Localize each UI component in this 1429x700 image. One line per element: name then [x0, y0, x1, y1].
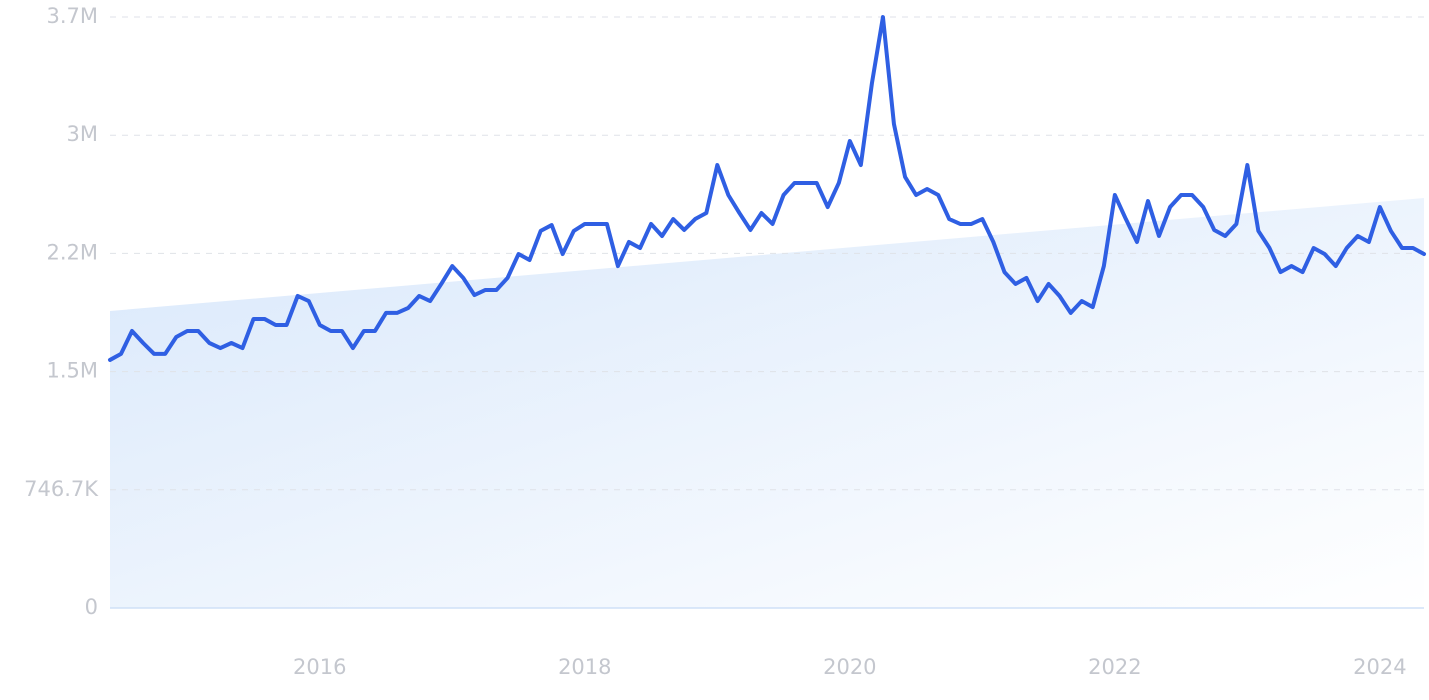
x-tick-label: 2018	[558, 655, 611, 679]
x-tick-label: 2020	[823, 655, 876, 679]
y-tick-label: 3.7M	[46, 4, 98, 28]
y-tick-label: 0	[85, 595, 98, 619]
y-tick-label: 1.5M	[46, 359, 98, 383]
x-tick-label: 2016	[293, 655, 346, 679]
y-tick-label: 3M	[67, 122, 98, 146]
x-tick-label: 2022	[1088, 655, 1141, 679]
trend-area	[110, 197, 1424, 608]
y-tick-label: 746.7K	[24, 477, 99, 501]
y-tick-label: 2.2M	[46, 240, 98, 264]
x-tick-label: 2024	[1353, 655, 1406, 679]
line-series	[108, 15, 1426, 362]
